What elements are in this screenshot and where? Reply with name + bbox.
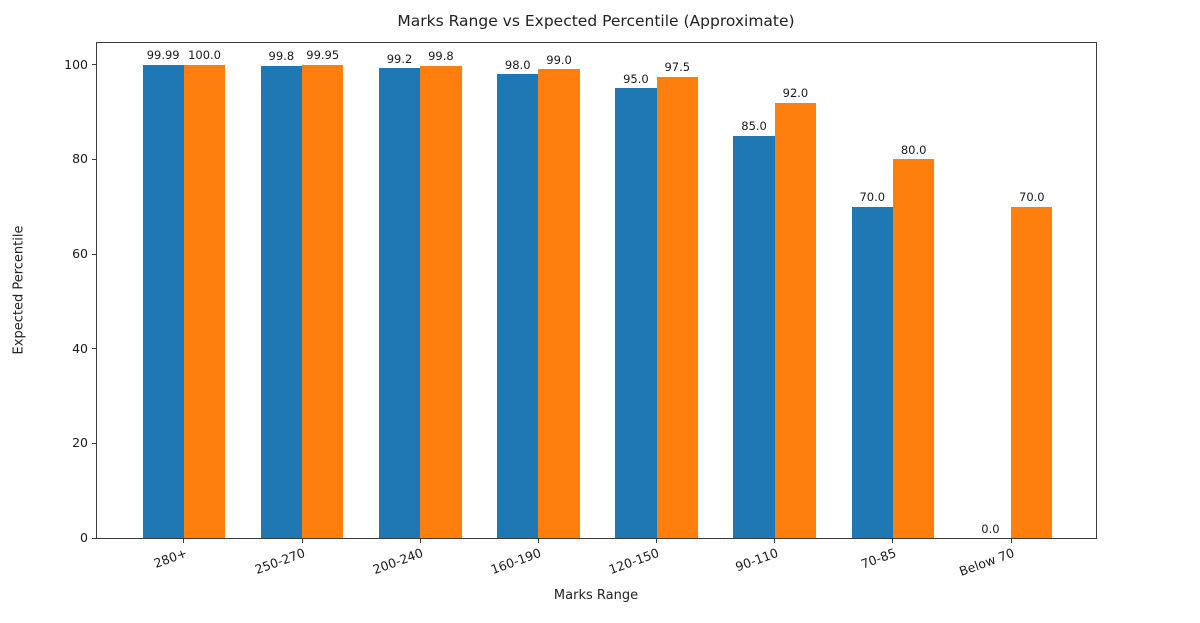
- bar-value-label: 99.0: [546, 52, 572, 67]
- y-tick-mark: [92, 158, 97, 160]
- y-tick-label: 40: [72, 340, 88, 356]
- y-tick-label: 0: [80, 530, 88, 545]
- x-tick-mark: [419, 538, 421, 543]
- bar-value-label: 70.0: [1019, 190, 1045, 205]
- y-tick-mark: [92, 442, 97, 444]
- bar: [892, 159, 935, 538]
- plot-area: 0 20 40 60 80 100 99.99 100.0 280+ 99.8 99.95 250-2…: [64, 42, 1097, 579]
- bar-value-label: 99.99: [146, 48, 180, 63]
- bar: [656, 76, 698, 538]
- bar: [538, 69, 580, 538]
- bar: [183, 64, 226, 538]
- y-tick-mark: [92, 537, 97, 539]
- bar: [378, 68, 421, 538]
- bar-value-label: 80.0: [900, 142, 927, 157]
- y-tick-label: 20: [72, 435, 88, 451]
- bar: [733, 135, 775, 538]
- x-tick-label: 160-190: [488, 545, 544, 578]
- bar-value-label: 98.0: [504, 57, 531, 72]
- x-tick-label: 250-270: [252, 545, 307, 578]
- x-tick-mark: [183, 538, 185, 543]
- bar: [615, 88, 657, 538]
- bar: [851, 206, 893, 538]
- y-axis-label: Expected Percentile: [11, 225, 27, 355]
- y-tick-label: 60: [72, 246, 88, 261]
- bar-value-label: 85.0: [741, 119, 767, 134]
- bar-value-label: 92.0: [782, 86, 809, 101]
- x-tick-mark: [301, 538, 303, 543]
- bar: [420, 65, 462, 538]
- y-tick-label: 100: [64, 56, 88, 72]
- bar-value-label: 99.8: [428, 49, 454, 64]
- x-tick-mark: [774, 538, 776, 543]
- bar-value-label: 97.5: [664, 60, 691, 74]
- chart-title: Marks Range vs Expected Percentile (Appr…: [397, 12, 795, 30]
- x-tick-label: 90-110: [732, 545, 780, 575]
- x-axis-label: Marks Range: [553, 588, 639, 603]
- bar-value-label: 99.95: [306, 48, 340, 63]
- x-tick-label: Below 70: [956, 545, 1016, 579]
- bar-value-label: 99.8: [268, 49, 295, 64]
- bar-value-label: 100.0: [188, 48, 221, 63]
- x-tick-label: 70-85: [858, 545, 898, 572]
- x-tick-label: 200-240: [370, 545, 426, 578]
- bar-value-label: 70.0: [859, 190, 886, 205]
- bar: [774, 102, 817, 538]
- y-tick-mark: [92, 348, 97, 350]
- x-tick-mark: [892, 538, 894, 543]
- x-tick-mark: [1010, 538, 1012, 543]
- bar: [497, 74, 539, 538]
- bar-value-label: 99.2: [386, 51, 413, 66]
- y-tick-mark: [92, 253, 97, 255]
- x-tick-label: 280+: [151, 545, 189, 571]
- bar: [142, 64, 184, 538]
- x-tick-label: 120-150: [607, 545, 662, 578]
- bar: [1011, 206, 1053, 538]
- x-tick-mark: [537, 538, 539, 543]
- bar: [260, 65, 303, 538]
- bar-value-label: 0.0: [981, 521, 1000, 536]
- y-tick-label: 80: [72, 151, 88, 167]
- bar-value-label: 95.0: [623, 71, 649, 86]
- x-tick-mark: [656, 538, 658, 543]
- bar: [302, 64, 344, 538]
- y-tick-mark: [92, 64, 97, 66]
